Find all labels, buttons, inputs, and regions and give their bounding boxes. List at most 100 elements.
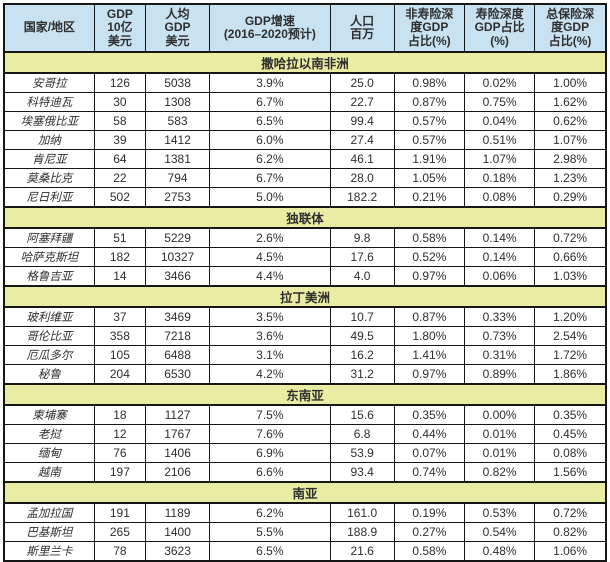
data-cell: 1.07% <box>534 130 607 150</box>
data-cell: 3.5% <box>209 306 331 327</box>
data-cell: 3.9% <box>209 72 331 93</box>
data-cell: 191 <box>93 502 146 523</box>
data-cell: 105 <box>93 345 146 365</box>
data-cell: 5038 <box>144 72 211 93</box>
data-cell: 1.00% <box>534 72 607 93</box>
table-row: 加纳 39 1412 6.0% 27.4 0.57% 0.51% 1.07% <box>3 130 607 150</box>
data-cell: 0.82% <box>534 522 607 542</box>
data-cell: 27.4 <box>329 130 395 150</box>
data-cell: 0.45% <box>534 424 607 444</box>
data-cell: 0.58% <box>393 541 465 562</box>
data-cell: 0.31% <box>463 345 536 365</box>
section-header-row: 拉丁美洲 <box>3 285 607 308</box>
section-header-row: 东南亚 <box>3 383 607 406</box>
data-cell: 126 <box>93 72 146 93</box>
data-cell: 14 <box>93 266 146 287</box>
data-cell: 0.44% <box>393 424 465 444</box>
data-cell: 2.98% <box>534 149 607 169</box>
data-cell: 0.04% <box>463 111 536 131</box>
country-name: 斯里兰卡 <box>3 541 95 562</box>
data-cell: 76 <box>93 443 146 463</box>
data-cell: 0.07% <box>393 443 465 463</box>
data-cell: 0.19% <box>393 502 465 523</box>
data-cell: 6.5% <box>209 111 331 131</box>
column-header-gdp-per-capita: 人均 GDP 美元 <box>144 3 211 53</box>
data-cell: 5229 <box>144 227 211 248</box>
data-cell: 17.6 <box>329 247 395 267</box>
data-cell: 1.03% <box>534 266 607 287</box>
table-row: 巴基斯坦 265 1400 5.5% 188.9 0.27% 0.54% 0.82% <box>3 522 607 542</box>
table-row: 莫桑比克 22 794 6.7% 28.0 1.05% 0.18% 1.23% <box>3 168 607 188</box>
data-cell: 0.75% <box>463 92 536 112</box>
table-row: 缅甸 76 1406 6.9% 53.9 0.07% 0.01% 0.08% <box>3 443 607 463</box>
country-name: 哈萨克斯坦 <box>3 247 95 267</box>
data-cell: 1.06% <box>534 541 607 562</box>
data-cell: 78 <box>93 541 146 562</box>
column-header-country: 国家/地区 <box>3 3 95 53</box>
insurance-market-table: 国家/地区 GDP 10亿 美元 人均 GDP 美元 GDP增速 (2016–2… <box>3 3 607 562</box>
column-header-gdp: GDP 10亿 美元 <box>93 3 146 53</box>
data-cell: 1.72% <box>534 345 607 365</box>
data-cell: 21.6 <box>329 541 395 562</box>
data-cell: 1.86% <box>534 364 607 385</box>
country-name: 埃塞俄比亚 <box>3 111 95 131</box>
data-cell: 53.9 <box>329 443 395 463</box>
data-cell: 0.72% <box>534 227 607 248</box>
data-cell: 0.06% <box>463 266 536 287</box>
column-header-population: 人口 百万 <box>329 3 395 53</box>
table-row: 厄瓜多尔 105 6488 3.1% 16.2 1.41% 0.31% 1.72% <box>3 345 607 365</box>
country-name: 阿塞拜疆 <box>3 227 95 248</box>
data-cell: 10327 <box>144 247 211 267</box>
column-header-gdp-growth: GDP增速 (2016–2020预计) <box>209 3 331 53</box>
data-cell: 6.9% <box>209 443 331 463</box>
data-cell: 6.6% <box>209 462 331 483</box>
data-cell: 0.62% <box>534 111 607 131</box>
data-cell: 12 <box>93 424 146 444</box>
table-row: 尼日利亚 502 2753 5.0% 182.2 0.21% 0.08% 0.29% <box>3 187 607 208</box>
report-table-page: 国家/地区 GDP 10亿 美元 人均 GDP 美元 GDP增速 (2016–2… <box>3 3 607 562</box>
data-cell: 358 <box>93 326 146 346</box>
data-cell: 1.20% <box>534 306 607 327</box>
data-cell: 58 <box>93 111 146 131</box>
data-cell: 0.51% <box>463 130 536 150</box>
data-cell: 0.98% <box>393 72 465 93</box>
section-header-row: 南亚 <box>3 481 607 504</box>
data-cell: 37 <box>93 306 146 327</box>
data-cell: 28.0 <box>329 168 395 188</box>
data-cell: 161.0 <box>329 502 395 523</box>
data-cell: 0.21% <box>393 187 465 208</box>
data-cell: 0.00% <box>463 404 536 425</box>
data-cell: 4.2% <box>209 364 331 385</box>
data-cell: 1.41% <box>393 345 465 365</box>
data-cell: 794 <box>144 168 211 188</box>
table-row: 哥伦比亚 358 7218 3.6% 49.5 1.80% 0.73% 2.54% <box>3 326 607 346</box>
data-cell: 6530 <box>144 364 211 385</box>
data-cell: 0.01% <box>463 424 536 444</box>
data-cell: 25.0 <box>329 72 395 93</box>
country-name: 哥伦比亚 <box>3 326 95 346</box>
data-cell: 0.35% <box>534 404 607 425</box>
data-cell: 93.4 <box>329 462 395 483</box>
data-cell: 0.35% <box>393 404 465 425</box>
data-cell: 502 <box>93 187 146 208</box>
data-cell: 0.82% <box>463 462 536 483</box>
data-cell: 18 <box>93 404 146 425</box>
data-cell: 1.05% <box>393 168 465 188</box>
data-cell: 0.14% <box>463 247 536 267</box>
column-header-life-depth: 寿险深度 GDP占比 (%) <box>463 3 536 53</box>
country-name: 科特迪瓦 <box>3 92 95 112</box>
table-row: 柬埔寨 18 1127 7.5% 15.6 0.35% 0.00% 0.35% <box>3 404 607 425</box>
country-name: 缅甸 <box>3 443 95 463</box>
data-cell: 4.4% <box>209 266 331 287</box>
data-cell: 1.56% <box>534 462 607 483</box>
data-cell: 15.6 <box>329 404 395 425</box>
data-cell: 16.2 <box>329 345 395 365</box>
section-header-row: 撒哈拉以南非洲 <box>3 51 607 74</box>
data-cell: 6.2% <box>209 502 331 523</box>
data-cell: 0.72% <box>534 502 607 523</box>
data-cell: 197 <box>93 462 146 483</box>
table-header: 国家/地区 GDP 10亿 美元 人均 GDP 美元 GDP增速 (2016–2… <box>3 3 607 53</box>
column-header-nonlife-depth: 非寿险深 度GDP 占比(%) <box>393 3 465 53</box>
table-row: 阿塞拜疆 51 5229 2.6% 9.8 0.58% 0.14% 0.72% <box>3 227 607 248</box>
table-body: 撒哈拉以南非洲 安哥拉 126 5038 3.9% 25.0 0.98% 0.02% 1.00%… <box>3 51 607 562</box>
